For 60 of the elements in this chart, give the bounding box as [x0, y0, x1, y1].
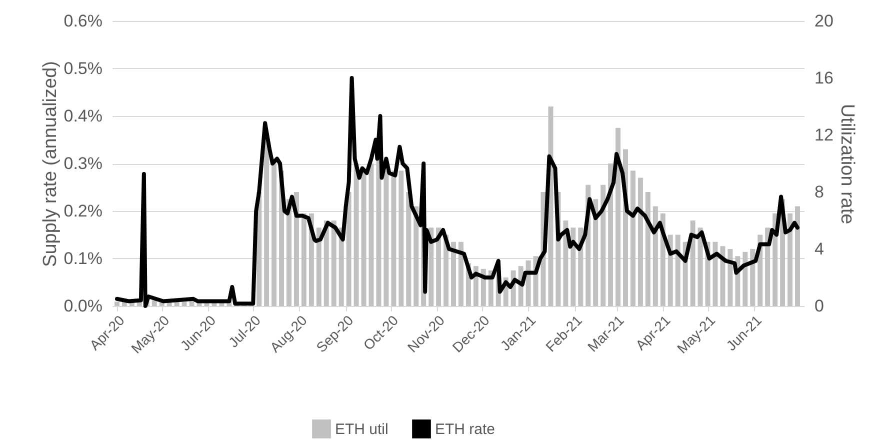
line-series [115, 76, 800, 308]
y-axis-title: Supply rate (annualized) [40, 61, 61, 267]
bar [331, 220, 336, 306]
bar [570, 228, 576, 306]
bar [690, 220, 696, 306]
bar [324, 220, 329, 306]
bar [563, 220, 568, 306]
bar [436, 228, 442, 306]
y2-tick-label: 20 [814, 12, 834, 30]
y-tick-label: 0.2% [64, 202, 102, 220]
bar [638, 178, 643, 306]
bar [608, 164, 614, 306]
bar [384, 170, 389, 306]
bar [301, 213, 306, 306]
bar [414, 206, 419, 306]
bar [361, 170, 366, 306]
y2-tick-label: 16 [814, 68, 834, 88]
y2-tick-label: 4 [814, 240, 824, 258]
y-tick-label: 0.6% [64, 12, 102, 30]
bar [398, 170, 404, 306]
y-tick-label: 0.1% [64, 249, 102, 268]
y-tick-label: 0.4% [64, 106, 102, 126]
y2-tick-label: 12 [814, 126, 834, 144]
y-tick-label: 0.3% [64, 154, 102, 173]
bar [720, 246, 726, 306]
bar [630, 170, 636, 306]
bar [728, 249, 733, 306]
bar [428, 228, 434, 306]
y-tick-label: 0.0% [64, 296, 102, 316]
bar [458, 242, 464, 306]
y2-tick-label: 0 [814, 296, 824, 316]
bar [593, 199, 598, 306]
y2-axis-title: Utilization rate [836, 104, 858, 224]
bar [294, 192, 299, 306]
bar [645, 192, 650, 306]
bar [788, 213, 793, 306]
bar [652, 206, 658, 306]
bar [712, 242, 718, 306]
bar [765, 228, 770, 306]
bar [346, 192, 352, 306]
y-tick-label: 0.5% [64, 59, 102, 78]
bar [152, 300, 157, 306]
bar [795, 206, 800, 306]
legend-label: ETH util [335, 420, 388, 438]
bar [272, 164, 277, 306]
bar [750, 249, 756, 306]
y2-tick-label: 8 [814, 182, 824, 202]
bar [114, 302, 120, 306]
bar [368, 164, 374, 306]
bar [616, 128, 621, 306]
legend-label: ETH rate [435, 420, 496, 438]
bar [406, 192, 412, 306]
bar [600, 184, 606, 306]
bar [354, 164, 359, 306]
bar [742, 252, 748, 306]
bar [451, 242, 456, 306]
bar [316, 228, 322, 306]
bar [182, 302, 187, 306]
bar [675, 234, 680, 306]
bar [391, 170, 396, 306]
